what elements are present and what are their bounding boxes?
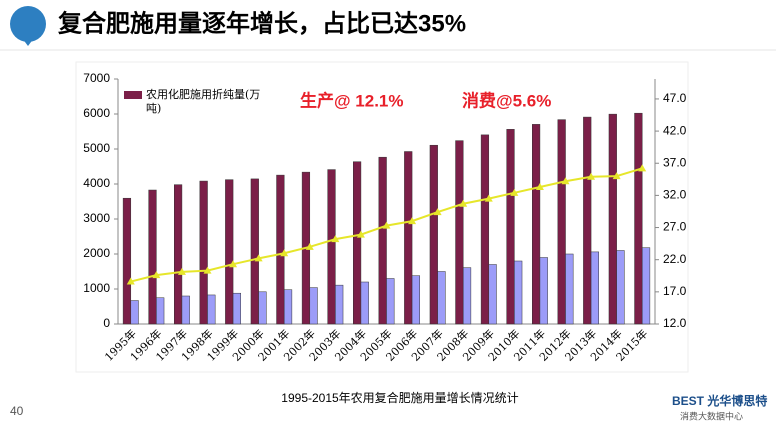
bar — [122, 197, 132, 325]
y-tick-label: 6000 — [83, 106, 110, 120]
bar — [148, 189, 157, 325]
bar — [404, 151, 413, 325]
bar — [411, 275, 420, 325]
bar — [225, 179, 234, 325]
bar — [532, 124, 541, 325]
y-tick-label: 5000 — [83, 141, 110, 155]
marker — [433, 208, 442, 216]
bar — [506, 129, 515, 325]
annotation: 生产@ 12.1% — [300, 90, 404, 110]
marker — [382, 221, 391, 229]
bar — [309, 287, 318, 325]
marker — [535, 183, 544, 191]
marker — [638, 164, 647, 172]
bar — [360, 281, 369, 325]
legend-item: 农用化肥施用折纯量(万吨) — [124, 88, 274, 116]
marker — [510, 188, 519, 196]
marker — [254, 254, 263, 262]
legend: 农用化肥施用折纯量(万吨) — [124, 88, 274, 116]
bar — [462, 267, 472, 325]
marker — [484, 194, 493, 202]
logo: BEST 光华博思特 — [672, 393, 767, 408]
bar — [283, 289, 293, 325]
y2-tick-label: 47.0 — [663, 91, 687, 105]
bar — [565, 253, 574, 325]
y2-tick-label: 42.0 — [663, 123, 687, 137]
bar — [181, 295, 190, 325]
y-tick-label: 0 — [103, 316, 110, 330]
bar — [378, 156, 387, 325]
bar — [207, 294, 216, 325]
y2-tick-label: 37.0 — [663, 155, 687, 169]
bar — [199, 180, 208, 325]
marker — [612, 172, 621, 180]
bar — [429, 144, 438, 325]
annotation: 消费@5.6% — [462, 90, 551, 110]
marker — [331, 235, 340, 243]
bar — [232, 292, 241, 325]
y2-tick-label: 27.0 — [663, 220, 687, 234]
bar — [156, 297, 165, 325]
marker — [587, 172, 596, 180]
bar — [250, 178, 259, 325]
bar — [276, 174, 285, 325]
marker — [177, 267, 186, 275]
marker — [126, 277, 135, 285]
bar — [258, 291, 267, 325]
caption: 1995-2015年农用复合肥施用量增长情况统计 — [281, 390, 518, 405]
y2-tick-label: 17.0 — [663, 284, 687, 298]
marker — [280, 249, 289, 257]
y-tick-label: 1000 — [83, 281, 110, 295]
bar — [353, 161, 362, 325]
bar — [590, 251, 599, 325]
y-tick-label: 7000 — [83, 71, 110, 85]
logo-sub: 消费大数据中心 — [680, 410, 743, 421]
y-tick-label: 4000 — [83, 176, 110, 190]
bar — [455, 140, 464, 325]
bar — [583, 116, 592, 325]
marker — [561, 177, 570, 185]
page-number: 40 — [10, 404, 24, 418]
bar — [335, 284, 344, 325]
bar — [539, 257, 548, 325]
marker — [459, 199, 468, 207]
marker — [356, 230, 365, 238]
slide-title: 复合肥施用量逐年增长，占比已达35% — [57, 9, 466, 37]
y2-tick-label: 22.0 — [663, 252, 687, 266]
marker — [229, 260, 238, 268]
marker — [305, 242, 314, 250]
y2-tick-label: 32.0 — [663, 188, 687, 202]
marker — [203, 266, 212, 274]
bar — [488, 264, 497, 325]
bar — [386, 278, 395, 325]
logo-icon-tip — [16, 30, 40, 46]
bar — [480, 134, 490, 325]
bar — [437, 271, 446, 325]
y2-tick-label: 12.0 — [663, 316, 687, 330]
y-tick-label: 3000 — [83, 211, 110, 225]
marker — [152, 271, 161, 279]
bar — [641, 247, 651, 325]
bar — [514, 260, 523, 325]
legend-label: 农用化肥施用折纯量(万吨) — [146, 88, 261, 115]
legend-swatch — [124, 91, 142, 99]
bar — [557, 119, 566, 325]
bar — [327, 169, 336, 325]
y-tick-label: 2000 — [83, 246, 110, 260]
bar — [174, 184, 183, 325]
bar — [608, 113, 617, 325]
marker — [408, 217, 417, 225]
bar — [130, 300, 139, 325]
bar — [616, 250, 625, 325]
bar — [634, 112, 643, 325]
